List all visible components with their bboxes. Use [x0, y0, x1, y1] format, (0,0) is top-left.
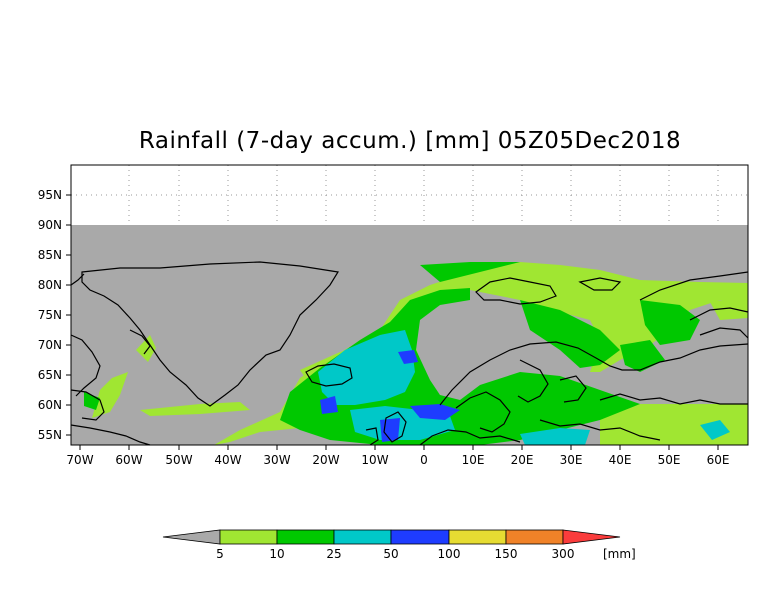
- lon-label: 40W: [214, 453, 241, 467]
- colorbar-swatch: [505, 529, 564, 545]
- coastlines: [70, 261, 749, 446]
- colorbar-swatch: [276, 529, 335, 545]
- lat-label: 75N: [38, 308, 62, 322]
- colorbar-unit: [mm]: [603, 547, 636, 561]
- lon-label: 20W: [312, 453, 339, 467]
- lat-label: 95N: [38, 188, 62, 202]
- lon-label: 20E: [511, 453, 534, 467]
- lon-label: 0: [420, 453, 428, 467]
- lat-label: 85N: [38, 248, 62, 262]
- lat-label: 55N: [38, 428, 62, 442]
- lon-label: 40E: [609, 453, 632, 467]
- map-title: Rainfall (7-day accum.) [mm] 05Z05Dec201…: [138, 128, 682, 154]
- lat-tick-marks: [66, 194, 71, 436]
- colorbar-swatch: [219, 529, 278, 545]
- lat-label: 60N: [38, 398, 62, 412]
- colorbar-label: 100: [438, 547, 461, 561]
- lat-labels: 95N 90N 85N 80N 75N 70N 65N 60N 55N: [38, 188, 62, 442]
- lon-tick-marks: [79, 445, 719, 450]
- colorbar-label: 10: [269, 547, 284, 561]
- colorbar-label: 5: [216, 547, 224, 561]
- lat-label: 70N: [38, 338, 62, 352]
- lat-label: 90N: [38, 218, 62, 232]
- plot-frame: [70, 164, 749, 446]
- lon-label: 50W: [165, 453, 192, 467]
- lon-label: 50E: [658, 453, 681, 467]
- colorbar-label: 150: [495, 547, 518, 561]
- colorbar-swatch: [390, 529, 450, 545]
- lon-label: 10W: [361, 453, 388, 467]
- colorbar-above-triangle: [562, 529, 621, 545]
- lon-label: 30E: [560, 453, 583, 467]
- lon-labels: 70W 60W 50W 40W 30W 20W 10W 0 10E 20E 30…: [66, 453, 729, 467]
- lon-label: 10E: [462, 453, 485, 467]
- colorbar-label: 25: [326, 547, 341, 561]
- lon-label: 70W: [66, 453, 93, 467]
- lon-label: 30W: [263, 453, 290, 467]
- colorbar-swatch: [333, 529, 392, 545]
- colorbar-below-triangle: [162, 529, 221, 545]
- lon-label: 60W: [115, 453, 142, 467]
- rain-10-25-areas: [84, 262, 700, 445]
- lat-label: 65N: [38, 368, 62, 382]
- colorbar: 5 10 25 50 100 150 300 [mm]: [162, 529, 636, 561]
- colorbar-swatch: [448, 529, 507, 545]
- gridlines: [71, 165, 748, 225]
- lat-label: 80N: [38, 278, 62, 292]
- lon-label: 60E: [707, 453, 730, 467]
- colorbar-label: 300: [552, 547, 575, 561]
- colorbar-label: 50: [383, 547, 398, 561]
